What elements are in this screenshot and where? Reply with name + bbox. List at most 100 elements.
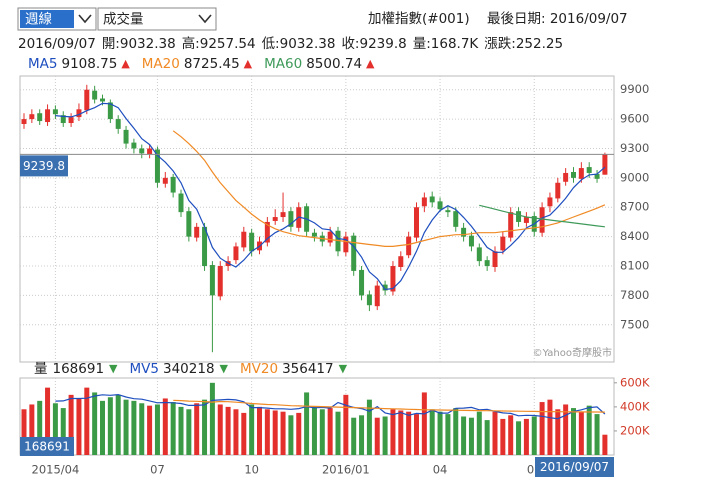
candle-body (123, 129, 129, 144)
candle-body (209, 265, 215, 296)
info-change: 漲跌:252.25 (484, 36, 563, 52)
volume-bar (194, 403, 200, 455)
ma-value: 8725.45 (184, 56, 240, 72)
volume-bar (202, 399, 208, 455)
info-close: 收:9239.8 (341, 36, 406, 52)
period-value: 週線 (25, 12, 52, 28)
volume-bar (296, 412, 302, 455)
mv-trend: ▼ (220, 362, 229, 375)
x-tick-label: 2015/04 (32, 463, 80, 477)
candle-body (508, 212, 514, 238)
mv-name: MV20 (240, 361, 278, 377)
candle-body (139, 148, 145, 154)
candle-body (92, 90, 98, 100)
ma-name: MA60 (264, 56, 302, 72)
candle-body (516, 211, 522, 222)
last-volume-box (20, 437, 74, 456)
volume-bar (484, 420, 490, 455)
candle-body (115, 119, 121, 129)
volume-bar (233, 409, 239, 455)
volume-bar (107, 397, 113, 455)
candle-body (52, 109, 58, 115)
volume-bar (445, 414, 451, 455)
volume-bar (547, 399, 553, 455)
ma-line (55, 393, 606, 420)
volume-bar (476, 411, 482, 455)
volume-bar (406, 411, 412, 455)
candle-body (406, 236, 412, 256)
mv-trend: ▼ (339, 362, 348, 375)
candle-body (217, 266, 223, 297)
volume-frame (19, 377, 615, 456)
volume-bar (539, 402, 545, 455)
volume-bar (45, 387, 51, 455)
volume-bar (84, 387, 90, 455)
volume-bar (257, 406, 262, 455)
volume-bar (162, 398, 168, 455)
candle-body (45, 109, 51, 123)
volume-bar (249, 404, 255, 455)
y-tick-label: 8700 (620, 200, 649, 214)
candle-body (484, 260, 490, 267)
volume-bar (29, 404, 35, 455)
candle-body (390, 266, 396, 292)
volume-bar (327, 408, 333, 455)
ma-line (55, 102, 606, 291)
volume-bar (602, 434, 608, 455)
candle-body (147, 148, 153, 155)
indicator-dropdown[interactable] (97, 7, 217, 31)
info-volume: 量:168.7K (413, 36, 480, 52)
candle-body (523, 217, 529, 223)
candle-body (374, 285, 380, 307)
volume-bar (421, 392, 427, 455)
candle-body (547, 197, 553, 207)
candle-body (555, 182, 561, 199)
candle-body (162, 177, 168, 184)
candle-body (594, 173, 600, 179)
ma-value: 8500.74 (306, 56, 362, 72)
ma-line (172, 130, 606, 247)
volume-bar (429, 409, 435, 455)
y-tick-label: 9900 (620, 82, 649, 96)
volume-bar (453, 408, 459, 455)
volume-bar (139, 403, 145, 455)
volume-name: 量 (34, 361, 48, 377)
volume-bar (154, 404, 160, 455)
y-tick-label: 200K (620, 423, 650, 437)
ma-value: 9108.75 (61, 56, 117, 72)
info-high: 高:9257.54 (182, 35, 256, 52)
volume-bar (52, 403, 58, 455)
candle-body (29, 114, 35, 120)
volume-bar (516, 421, 522, 455)
candle-body (343, 236, 349, 253)
candle-body (586, 167, 592, 173)
candle-body (539, 207, 545, 233)
info-line: 2016/09/07 開:9032.38 高:9257.54 低:9032.38 收:9… (18, 35, 563, 52)
volume-bar (492, 411, 498, 455)
candle-body (194, 226, 200, 238)
candle-body (453, 211, 459, 227)
volume-bar (68, 394, 74, 455)
x-tick-label: 04 (433, 463, 448, 477)
volume-value: 168691 (53, 361, 105, 377)
candle-body (76, 109, 82, 118)
x-tick-label: 07 (150, 463, 165, 477)
volume-bar (414, 414, 419, 455)
volume-bar (508, 415, 514, 455)
x-tick-label: 2016/01 (322, 463, 370, 477)
candle-body (37, 113, 43, 122)
candle-body (280, 212, 286, 218)
info-date: 2016/09/07 (18, 36, 96, 52)
volume-bar (272, 410, 278, 455)
candle-body (107, 102, 113, 120)
x-tick-label: 10 (244, 463, 259, 477)
volume-bar (343, 394, 349, 455)
y-tick-label: 7500 (620, 317, 649, 331)
y-tick-label: 400K (620, 399, 650, 413)
candle-body (461, 227, 467, 237)
candle-body (414, 207, 419, 238)
last-volume-label: 168691 (24, 440, 70, 454)
volume-bar (461, 416, 467, 455)
candle-body (366, 294, 372, 306)
ma-trend: ▲ (121, 57, 130, 70)
